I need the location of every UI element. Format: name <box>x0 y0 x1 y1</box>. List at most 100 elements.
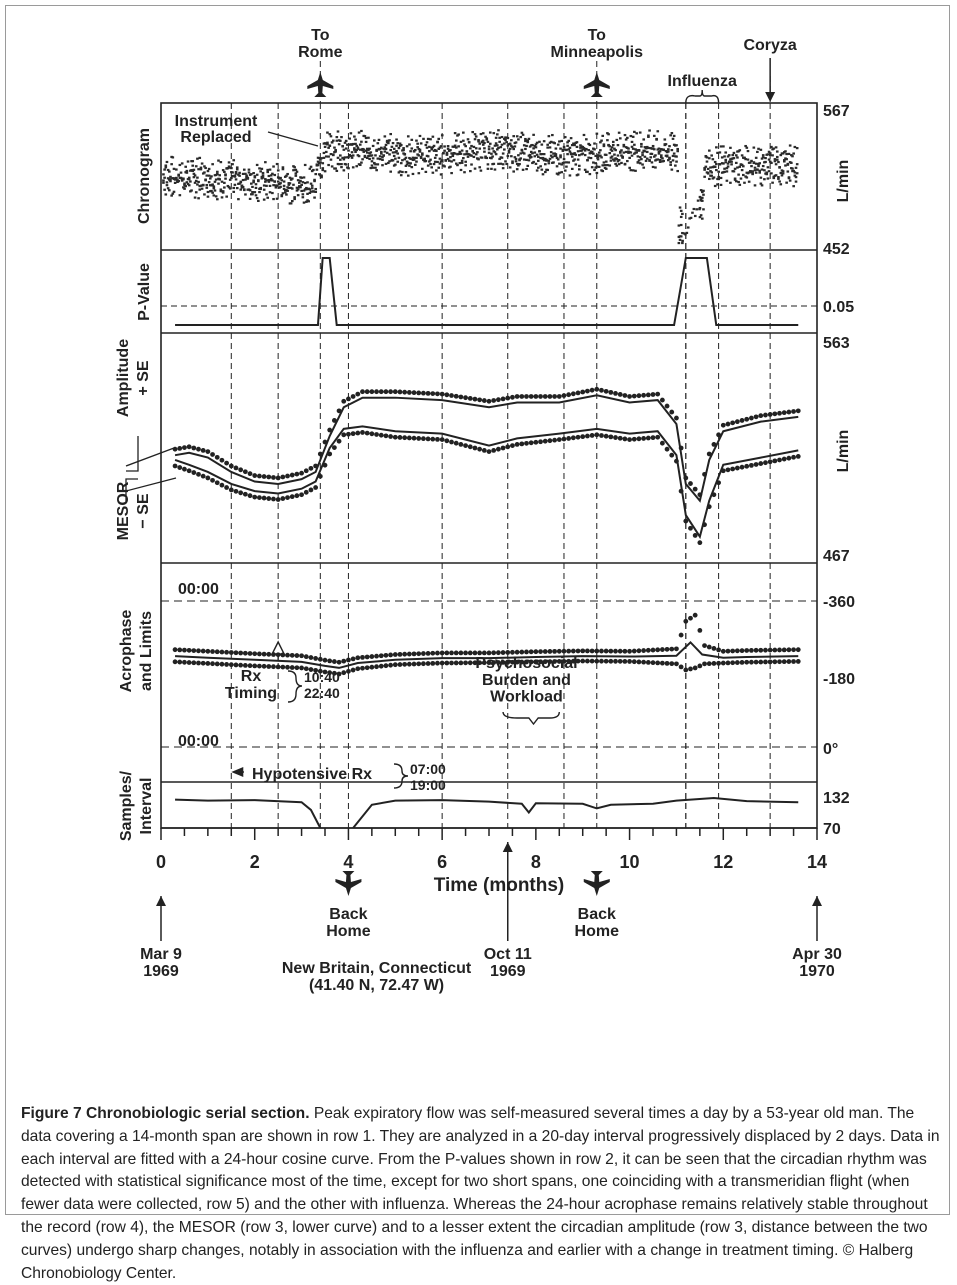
chronogram-point <box>227 165 231 168</box>
chronogram-point <box>751 170 754 173</box>
chronogram-point <box>447 159 451 162</box>
chronogram-point <box>320 174 323 177</box>
acrophase-lower-limit-point <box>706 661 712 667</box>
chronogram-point <box>350 151 354 154</box>
chronogram-point <box>499 162 503 165</box>
chronogram-point <box>693 214 697 218</box>
chronogram-point <box>569 153 573 156</box>
chronogram-point <box>163 176 166 179</box>
acrophase-lower-limit-point <box>421 661 426 667</box>
chronogram-point <box>719 176 723 180</box>
chronogram-point <box>463 171 466 174</box>
chronogram-point <box>532 133 535 136</box>
chronogram-point <box>724 158 728 161</box>
chronogram-point <box>314 173 318 176</box>
acrophase-upper-limit-point <box>566 648 572 654</box>
amplitude-se-point <box>397 389 403 395</box>
chronogram-point <box>545 159 548 162</box>
chronogram-point <box>358 143 362 146</box>
chronogram-point <box>490 157 493 160</box>
chronogram-point <box>638 156 642 159</box>
acrophase-upper-limit-point <box>233 650 239 656</box>
chronogram-point <box>795 163 799 166</box>
amplitude-se-point <box>533 394 539 399</box>
chronogram-point <box>794 180 798 183</box>
chronogram-point <box>308 191 312 195</box>
chronogram-point <box>784 164 787 167</box>
chronogram-point <box>253 191 257 194</box>
acrophase-upper-limit-point <box>421 651 426 656</box>
chronogram-point <box>508 147 512 150</box>
chronogram-point <box>677 241 681 245</box>
chronogram-point <box>556 143 560 146</box>
acrophase-upper-limit-point <box>547 649 553 654</box>
chronogram-point <box>596 156 600 159</box>
mesor-se-point <box>435 436 440 442</box>
acrophase-lower-limit-point <box>641 659 647 665</box>
chronogram-point <box>573 152 576 155</box>
mesor-se-point <box>617 435 623 441</box>
acrophase-upper-limit-point <box>341 658 347 664</box>
chronogram-point <box>757 147 760 150</box>
chronogram-point <box>541 156 545 160</box>
chronogram-point <box>405 160 409 163</box>
chronogram-point <box>332 153 335 157</box>
chronogram-point <box>525 158 528 162</box>
amplitude-se-point <box>285 473 290 479</box>
chronogram-point <box>645 150 649 154</box>
mesor-se-point <box>242 491 248 497</box>
chronogram-point <box>456 164 459 167</box>
amplitude-se-point <box>575 390 581 396</box>
acrophase-lower-limit-point <box>182 659 187 665</box>
chronogram-point <box>481 132 485 135</box>
acrophase-upper-limit-point <box>266 651 272 657</box>
acrophase-upper-limit-point <box>692 612 698 618</box>
chronogram-point <box>384 162 388 165</box>
chronogram-point <box>620 149 623 152</box>
chronogram-point <box>378 158 382 161</box>
chronogram-point <box>399 174 403 177</box>
chronogram-point <box>715 146 718 149</box>
acrophase-upper-limit-point <box>299 653 304 659</box>
acrophase-upper-limit-point <box>261 651 267 657</box>
amplitude-se-point <box>444 392 450 398</box>
chronogram-point <box>376 142 380 145</box>
chronogram-point <box>191 160 195 163</box>
chronogram-point <box>785 181 788 184</box>
chronogram-point <box>783 159 786 162</box>
chronogram-point <box>512 135 515 138</box>
chronogram-point <box>336 156 340 159</box>
chronogram-point <box>761 156 765 159</box>
chronogram-point <box>226 184 230 188</box>
chronogram-point <box>450 160 453 163</box>
mesor-se-point <box>397 435 403 440</box>
amplitude-max-label: 563 <box>823 335 850 352</box>
chronogram-point <box>162 173 165 176</box>
mesor-se-point <box>238 490 244 496</box>
chronogram-point <box>542 153 546 156</box>
amplitude-se-point <box>678 445 684 451</box>
chronogram-point <box>561 148 565 151</box>
acrophase-upper-limit-point <box>280 652 286 658</box>
chronogram-point <box>285 174 288 177</box>
chronogram-point <box>510 144 513 147</box>
chronogram-point <box>534 162 538 165</box>
chronogram-point <box>587 156 590 159</box>
chronogram-point <box>164 164 168 167</box>
chronogram-point <box>216 198 219 201</box>
chronogram-point <box>223 170 226 173</box>
mesor-se-point <box>444 438 450 444</box>
chronogram-point <box>171 192 175 195</box>
chronogram-point <box>326 131 329 134</box>
chronogram-point <box>637 159 641 162</box>
chronogram-point <box>521 133 525 136</box>
chronogram-point <box>740 163 744 167</box>
chronogram-point <box>652 148 656 151</box>
chronogram-point <box>435 169 438 172</box>
chronogram-point <box>470 154 473 157</box>
amplitude-se-point <box>552 394 557 399</box>
chronogram-point <box>611 140 615 143</box>
acrophase-upper-limit-point <box>669 646 675 652</box>
chronogram-point <box>770 172 773 175</box>
mesor-se-point <box>303 489 309 495</box>
